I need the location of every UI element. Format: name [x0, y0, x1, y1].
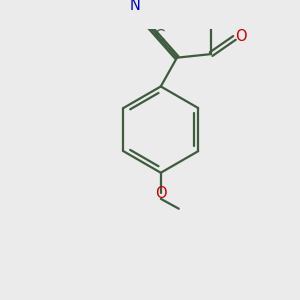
Text: C: C	[154, 28, 164, 44]
Text: N: N	[129, 0, 140, 13]
Text: O: O	[155, 186, 166, 201]
Text: O: O	[235, 28, 247, 44]
